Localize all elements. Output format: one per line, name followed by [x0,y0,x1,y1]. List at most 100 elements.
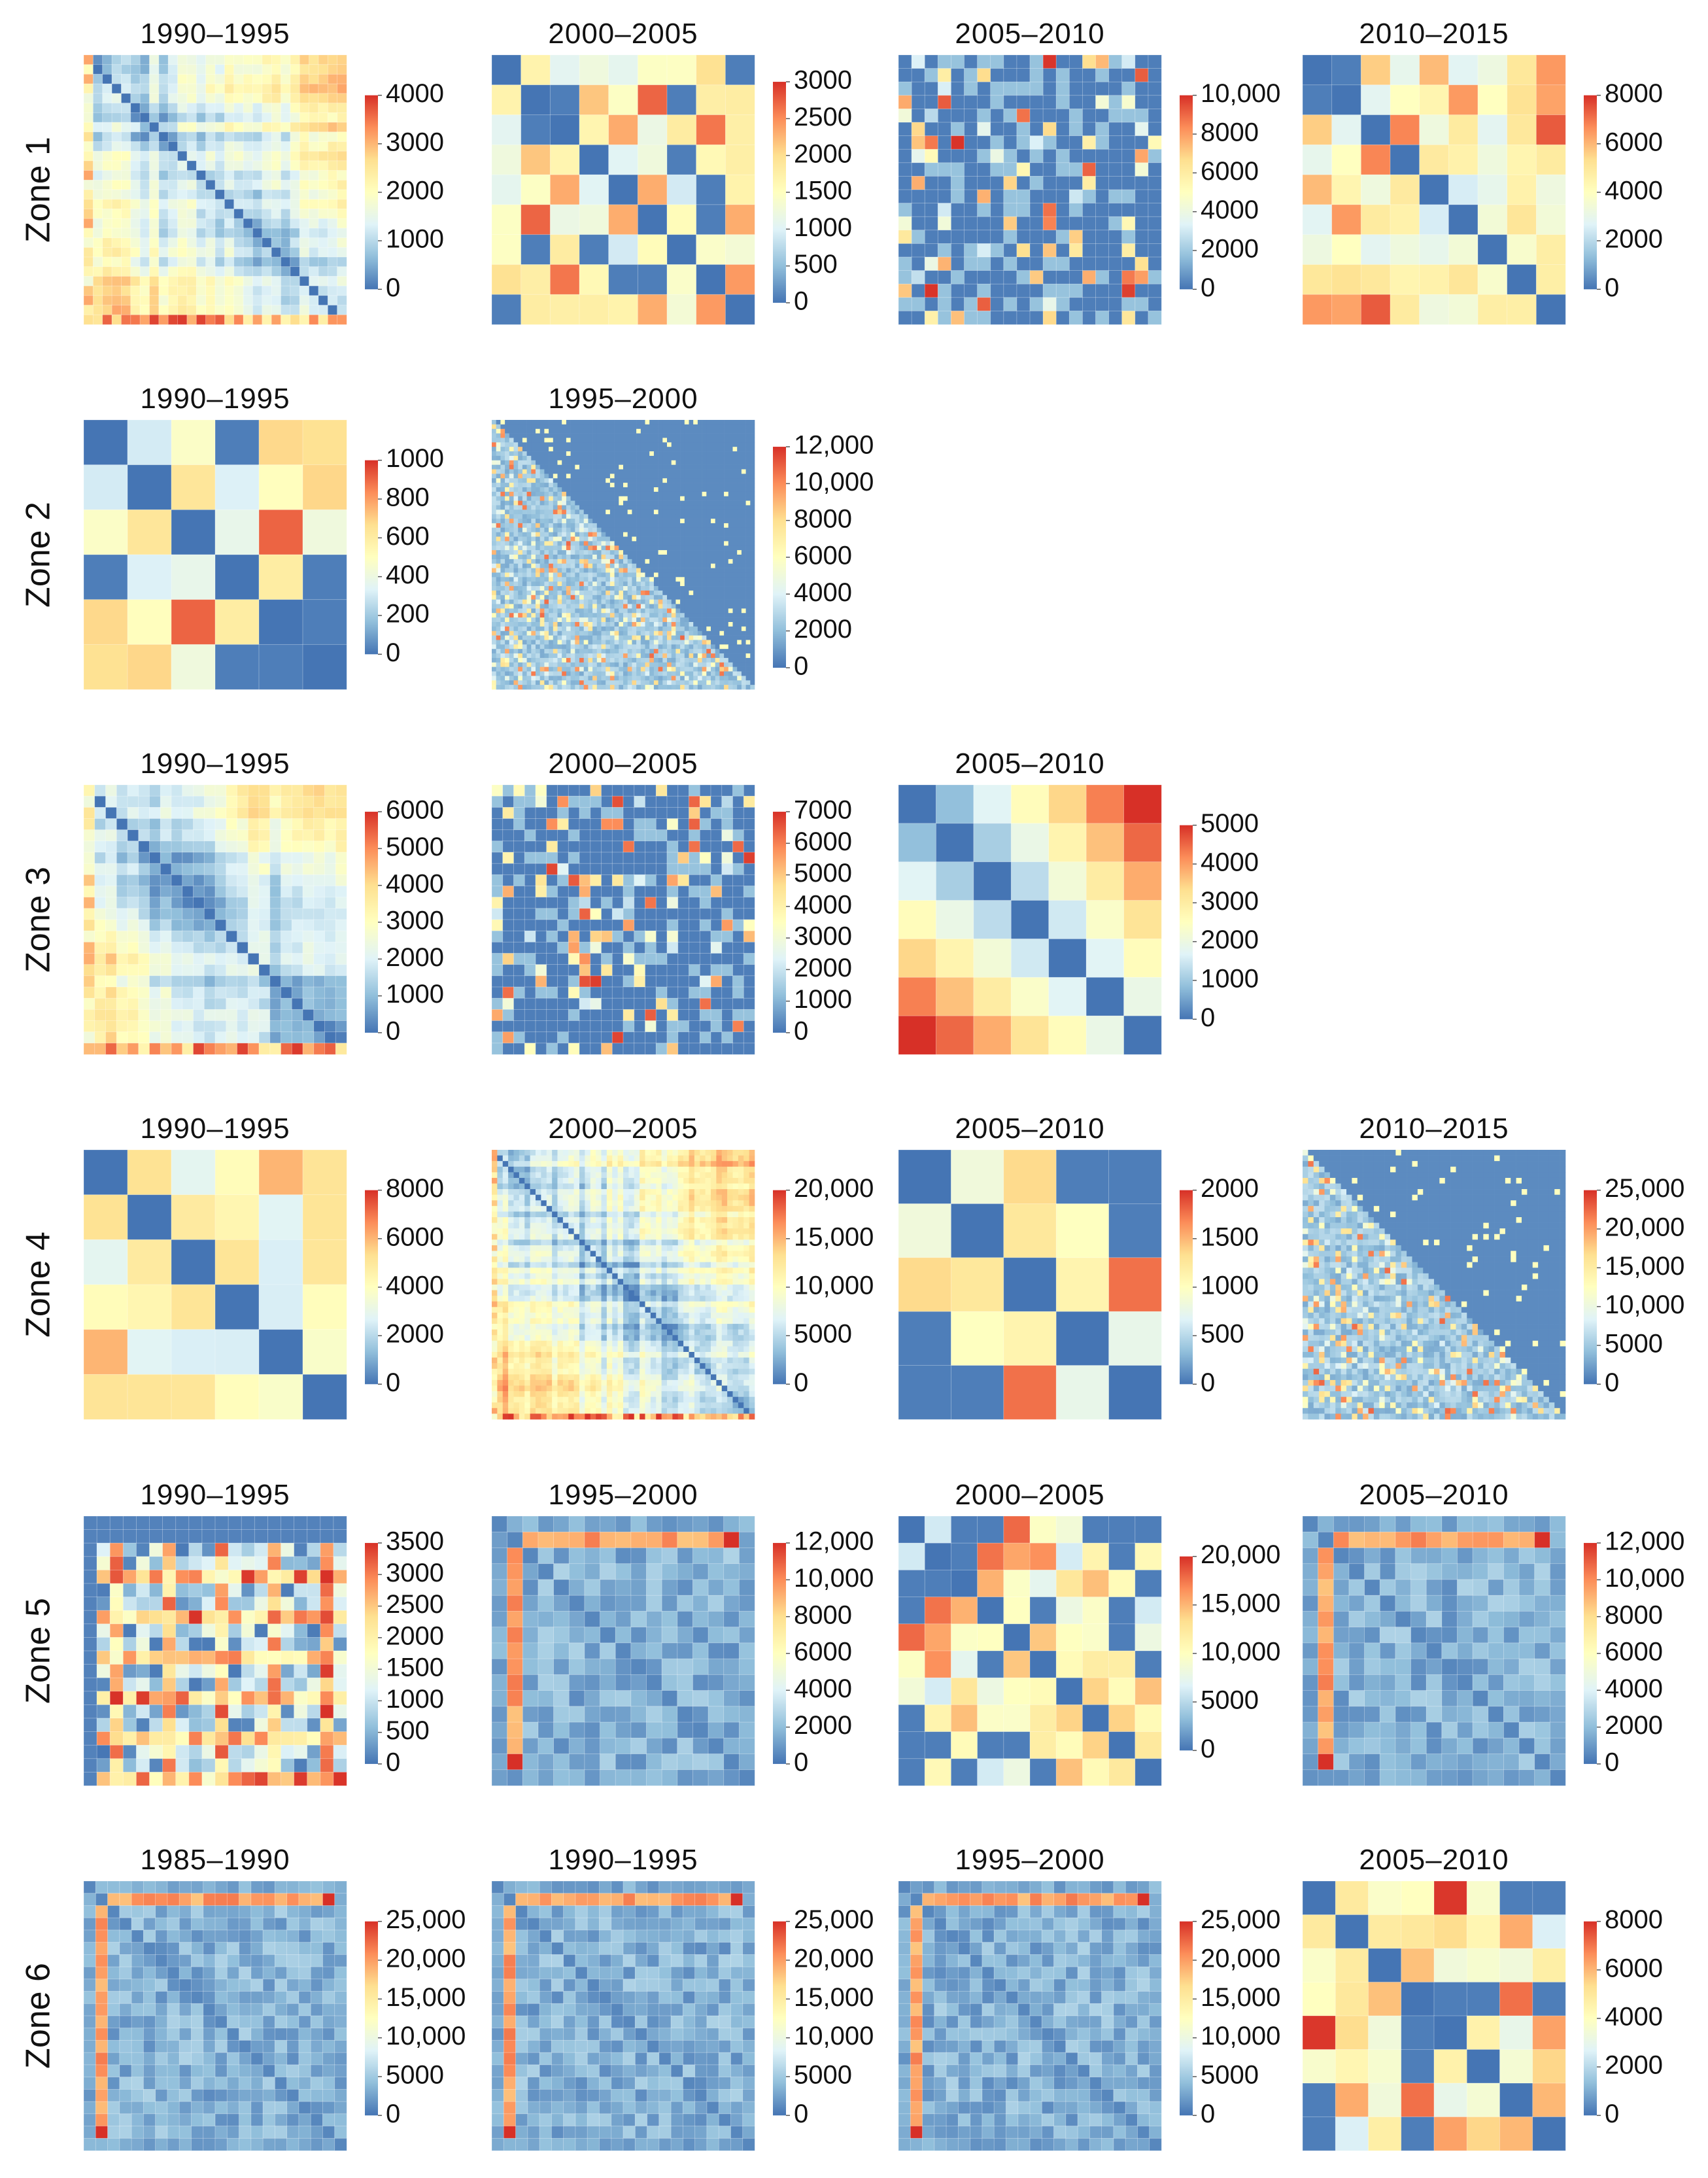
heatmap-cell [579,532,584,537]
heatmap-cell [662,505,668,510]
heatmap-cell [575,644,580,649]
heatmap-cell [549,264,580,295]
heatmap-cell [526,428,532,434]
heatmap-cell [667,599,672,604]
heatmap-cell [1042,54,1057,69]
heatmap-cell [711,666,715,672]
heatmap-cell [719,676,725,681]
heatmap-cell [732,460,738,465]
heatmap-cell [549,662,554,667]
heatmap-cell [619,595,624,600]
heatmap-cell [509,469,514,474]
heatmap-cell [719,460,725,465]
heatmap-cell [575,487,580,493]
heatmap-cell [262,141,272,152]
heatmap-cell [706,577,711,582]
heatmap-cell [680,505,685,510]
heatmap-cell [526,496,532,501]
heatmap-cell [680,464,685,470]
heatmap-cell [645,644,650,649]
heatmap-cell [732,451,738,457]
heatmap-cell [623,496,628,501]
heatmap-cell [500,622,505,627]
heatmap-cell [521,114,551,146]
heatmap-cell [522,514,527,519]
heatmap-cell [684,420,689,425]
heatmap-cell [653,666,658,672]
heatmap-cell [649,478,655,483]
heatmap-cell [977,243,991,258]
heatmap-cell [509,487,514,493]
heatmap-cell [596,514,602,519]
heatmap-cell [684,617,689,623]
heatmap-cell [224,141,235,152]
heatmap-cell [711,496,715,501]
heatmap-cell [637,144,668,175]
heatmap-cell [252,218,263,229]
heatmap-cell [649,555,655,560]
heatmap-cell [536,460,540,465]
heatmap-cell [513,635,519,640]
heatmap-cell [149,103,160,113]
heatmap-cell [233,209,244,219]
heatmap-cell [601,451,606,457]
heatmap-cell [496,599,501,604]
heatmap-cell [252,314,263,325]
heatmap-cell [224,276,235,286]
heatmap-cell [509,640,514,645]
heatmap-cell [728,491,733,497]
heatmap-cell [92,266,103,277]
heatmap-cell [745,640,751,645]
heatmap-cell [609,523,615,528]
heatmap-cell [492,500,496,506]
heatmap-cell [553,420,558,425]
heatmap-cell [693,662,698,667]
heatmap-cell [1003,95,1017,110]
heatmap-cell [177,112,188,123]
heatmap-cell [509,649,514,654]
heatmap-cell [570,617,575,623]
heatmap-cell [697,424,702,430]
heatmap-cell [619,586,624,591]
heatmap-cell [149,170,160,181]
heatmap-cell [500,640,505,645]
heatmap-cell [521,234,551,266]
heatmap-cell [539,487,545,493]
heatmap-cell [706,433,711,438]
heatmap-cell [505,505,510,510]
heatmap-cell [318,266,328,277]
heatmap-cell [732,474,738,479]
heatmap-cell [579,447,584,452]
heatmap-cell [724,613,729,618]
heatmap-cell [575,519,580,524]
heatmap-cell [570,577,575,582]
heatmap-cell [588,527,593,532]
heatmap-cell [243,228,254,239]
heatmap-cell [662,433,668,438]
heatmap-cell [732,523,738,528]
heatmap-cell [557,635,562,640]
heatmap-cell [724,680,729,685]
heatmap-cell [518,420,523,425]
heatmap-cell [627,428,632,434]
heatmap-cell [697,555,702,560]
heatmap-cell [583,599,589,604]
heatmap-cell [205,199,216,210]
heatmap-cell [964,256,978,271]
heatmap-cell [214,131,226,143]
heatmap-cell [601,555,606,560]
heatmap-cell [990,175,1004,190]
heatmap-cell [627,474,632,479]
heatmap-cell [1095,54,1110,69]
heatmap-cell [233,150,244,162]
heatmap-cell [693,510,698,515]
heatmap-cell [706,442,711,447]
heatmap-cell [741,631,746,636]
heatmap-cell [509,577,514,582]
heatmap-cell [737,447,742,452]
heatmap-cell [158,74,169,84]
heatmap-cell [505,442,510,447]
heatmap-cell [750,640,755,645]
heatmap-cell [139,305,150,315]
heatmap-cell [924,297,938,312]
